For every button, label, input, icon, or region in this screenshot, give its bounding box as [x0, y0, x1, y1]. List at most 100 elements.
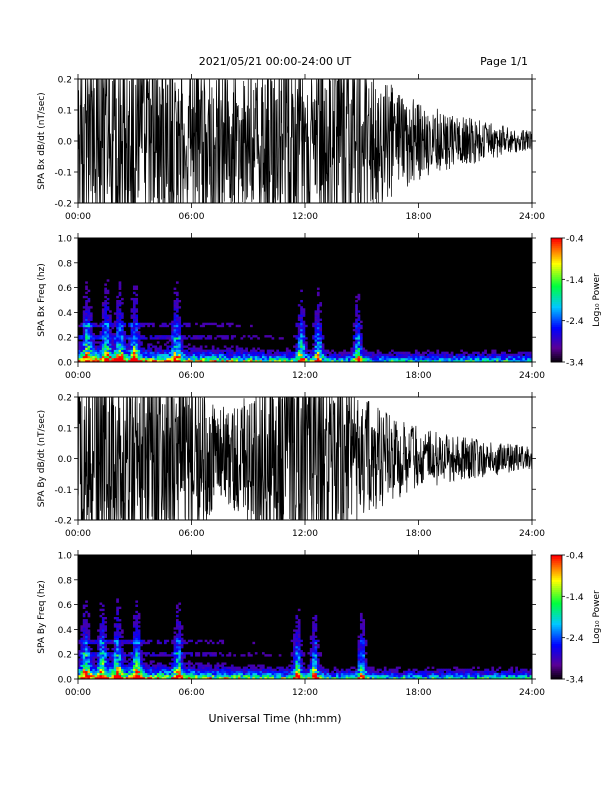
spectrogram-cell — [161, 676, 165, 680]
spectrogram-cell — [125, 666, 129, 669]
spectrogram-cell — [422, 351, 425, 355]
spectrogram-cell — [152, 660, 155, 663]
spectrogram-cell — [99, 343, 103, 346]
spectrogram-cell — [319, 357, 323, 361]
spectrogram-cell — [362, 658, 366, 661]
spectrogram-cell — [209, 351, 213, 355]
spectrogram-cell — [235, 355, 239, 359]
spectrogram-cell — [99, 670, 103, 674]
spectrogram-cell — [445, 668, 449, 672]
spectrogram-cell — [321, 672, 325, 676]
spectrogram-cell — [293, 676, 296, 680]
spectrogram-cell — [285, 672, 289, 676]
spectrogram-cell — [118, 343, 122, 346]
spectrogram-cell — [414, 672, 418, 676]
spectrogram-cell — [324, 674, 327, 678]
spectrogram-cell — [295, 617, 299, 620]
spectrogram-cell — [123, 664, 127, 667]
spectrogram-cell — [467, 668, 471, 672]
spectrogram-cell — [355, 349, 358, 352]
spectrogram-cell — [187, 343, 191, 346]
spectrogram-cell — [87, 666, 91, 669]
spectrogram-cell — [171, 341, 174, 344]
spectrogram-cell — [82, 357, 86, 361]
spectrogram-cell — [92, 654, 96, 657]
spectrogram-cell — [276, 357, 280, 361]
spectrogram-cell — [321, 676, 325, 680]
spectrogram-cell — [173, 306, 177, 309]
spectrogram-cell — [508, 674, 511, 678]
spectrogram-cell — [414, 349, 418, 352]
spectrogram-cell — [125, 676, 129, 680]
spectrogram-cell — [453, 357, 456, 361]
spectrogram-cell — [309, 670, 313, 674]
spectrogram-cell — [314, 674, 318, 678]
spectrogram-cell — [180, 353, 184, 357]
spectrogram-cell — [135, 337, 139, 340]
spectrogram-cell — [180, 670, 184, 674]
spectrogram-cell — [486, 674, 490, 678]
spectrogram-cell — [362, 359, 366, 363]
spectrogram-cell — [417, 672, 420, 676]
spectrogram-cell — [314, 627, 318, 630]
spectrogram-cell — [173, 670, 177, 674]
spectrogram-cell — [285, 357, 289, 361]
spectrogram-cell — [171, 333, 174, 336]
spectrogram-cell — [328, 357, 332, 361]
spectrogram-cell — [175, 604, 179, 607]
spectrogram-cell — [101, 312, 105, 315]
spectrogram-cell — [144, 322, 148, 326]
spectrogram-cell — [250, 670, 253, 674]
x-tick-label: 24:00 — [519, 371, 545, 381]
spectrogram-cell — [269, 357, 272, 361]
spectrogram-cell — [209, 676, 213, 680]
spectrogram-cell — [359, 619, 363, 622]
spectrogram-cell — [453, 359, 456, 363]
spectrogram-cell — [266, 666, 270, 669]
spectrogram-cell — [137, 629, 141, 632]
spectrogram-cell — [295, 349, 299, 352]
spectrogram-cell — [99, 627, 103, 630]
spectrogram-cell — [197, 347, 201, 350]
spectrogram-cell — [223, 666, 227, 669]
spectrogram-cell — [295, 614, 299, 618]
spectrogram-cell — [352, 349, 356, 352]
spectrogram-cell — [508, 357, 511, 361]
spectrogram-cell — [164, 674, 167, 678]
spectrogram-cell — [199, 347, 203, 350]
spectrogram-cell — [443, 351, 447, 355]
spectrogram-cell — [462, 357, 466, 361]
spectrogram-cell — [87, 629, 91, 632]
spectrogram-cell — [82, 612, 86, 616]
y-tick-label: -0.2 — [54, 200, 72, 210]
spectrogram-cell — [474, 359, 478, 363]
spectrogram-cell — [252, 349, 256, 352]
spectrogram-cell — [503, 355, 507, 359]
spectrogram-cell — [78, 353, 81, 357]
spectrogram-cell — [104, 629, 107, 632]
spectrogram-cell — [348, 351, 351, 355]
spectrogram-cell — [491, 672, 495, 676]
spectrogram-cell — [257, 668, 260, 672]
spectrogram-cell — [89, 670, 93, 674]
spectrogram-cell — [159, 357, 162, 361]
spectrogram-cell — [431, 666, 435, 669]
spectrogram-cell — [297, 351, 301, 355]
colorbar-frame — [550, 554, 563, 680]
spectrogram-cell — [285, 674, 289, 678]
spectrogram-cell — [300, 654, 303, 657]
spectrogram-cell — [312, 670, 315, 674]
spectrogram-cell — [297, 326, 301, 330]
spectrogram-cell — [137, 359, 141, 363]
spectrogram-cell — [190, 662, 193, 665]
spectrogram-cell — [175, 648, 179, 651]
colorbar-segment — [551, 238, 562, 241]
spectrogram-cell — [130, 670, 134, 674]
spectrogram-cell — [199, 357, 203, 361]
spectrogram-cell — [261, 353, 265, 357]
spectrogram-cell — [104, 355, 107, 359]
spectrogram-cell — [80, 349, 84, 352]
spectrogram-cell — [529, 670, 533, 674]
spectrogram-cell — [240, 349, 244, 352]
spectrogram-cell — [192, 345, 196, 348]
